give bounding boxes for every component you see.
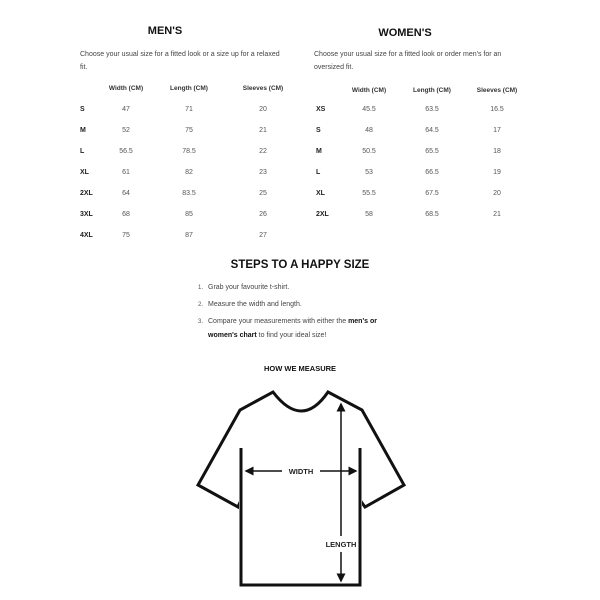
- cell-sleeves: 23: [259, 169, 267, 176]
- cell-length: 64.5: [425, 127, 439, 134]
- size-label: L: [316, 169, 321, 176]
- cell-sleeves: 16.5: [490, 106, 504, 113]
- tshirt-outline: [195, 390, 407, 587]
- how-we-measure-title: HOW WE MEASURE: [263, 364, 337, 373]
- step-item: 3. Compare your measurements with either…: [198, 315, 408, 343]
- steps-list: 1. Grab your favourite t-shirt. 2. Measu…: [198, 281, 408, 343]
- cell-length: 82: [185, 169, 193, 176]
- size-label: M: [316, 148, 322, 155]
- cell-sleeves: 20: [493, 190, 501, 197]
- column-header: Length (CM): [413, 87, 451, 94]
- mens-title: MEN'S: [147, 25, 183, 37]
- step-text: Measure the width and length.: [208, 301, 302, 308]
- cell-width: 75: [122, 232, 130, 239]
- cell-length: 68.5: [425, 211, 439, 218]
- size-label: 4XL: [80, 232, 93, 239]
- step-item: 1. Grab your favourite t-shirt.: [198, 281, 408, 295]
- cell-width: 47: [122, 106, 130, 113]
- cell-length: 66.5: [425, 169, 439, 176]
- size-label: 3XL: [80, 211, 93, 218]
- cell-length: 85: [185, 211, 193, 218]
- size-label: 2XL: [316, 211, 329, 218]
- cell-length: 78.5: [182, 148, 196, 155]
- column-header: Width (CM): [108, 85, 144, 92]
- column-header: Length (CM): [170, 85, 208, 92]
- cell-sleeves: 26: [259, 211, 267, 218]
- womens-title: WOMEN'S: [378, 27, 432, 39]
- cell-width: 53: [365, 169, 373, 176]
- cell-width: 52: [122, 127, 130, 134]
- cell-width: 64: [122, 190, 130, 197]
- width-label: WIDTH: [289, 467, 314, 476]
- size-label: L: [80, 148, 85, 155]
- size-label: S: [316, 127, 321, 134]
- cell-sleeves: 27: [259, 232, 267, 239]
- cell-sleeves: 17: [493, 127, 501, 134]
- step-text: Grab your favourite t-shirt.: [208, 284, 290, 291]
- cell-length: 83.5: [182, 190, 196, 197]
- size-label: 2XL: [80, 190, 93, 197]
- cell-length: 71: [185, 106, 193, 113]
- size-label: S: [80, 106, 85, 113]
- cell-width: 50.5: [362, 148, 376, 155]
- cell-length: 87: [185, 232, 193, 239]
- cell-width: 45.5: [362, 106, 376, 113]
- step-number: 1.: [198, 285, 204, 291]
- column-header: Sleeves (CM): [242, 85, 284, 92]
- step-text-part: to find your ideal size!: [256, 332, 327, 339]
- cell-sleeves: 21: [493, 211, 501, 218]
- cell-sleeves: 18: [493, 148, 501, 155]
- step-item: 2. Measure the width and length.: [198, 298, 408, 312]
- step-number: 2.: [198, 302, 204, 308]
- cell-sleeves: 19: [493, 169, 501, 176]
- cell-length: 65.5: [425, 148, 439, 155]
- column-header: Width (CM): [351, 87, 387, 94]
- length-label: LENGTH: [326, 540, 357, 549]
- womens-description: Choose your usual size for a fitted look…: [314, 51, 502, 71]
- cell-width: 48: [365, 127, 373, 134]
- size-label: M: [80, 127, 86, 134]
- column-header: Sleeves (CM): [476, 87, 518, 94]
- size-label: XL: [316, 190, 325, 197]
- cell-width: 56.5: [119, 148, 133, 155]
- size-label: XL: [80, 169, 89, 176]
- step-text: Compare your measurements with either th…: [208, 315, 408, 343]
- steps-title: STEPS TO A HAPPY SIZE: [230, 259, 370, 271]
- cell-sleeves: 20: [259, 106, 267, 113]
- cell-sleeves: 25: [259, 190, 267, 197]
- cell-length: 75: [185, 127, 193, 134]
- cell-sleeves: 22: [259, 148, 267, 155]
- step-number: 3.: [198, 319, 204, 325]
- step-text-part: Compare your measurements with either th…: [208, 318, 349, 325]
- cell-length: 67.5: [425, 190, 439, 197]
- cell-width: 61: [122, 169, 130, 176]
- cell-sleeves: 21: [259, 127, 267, 134]
- cell-length: 63.5: [425, 106, 439, 113]
- step-text-bold: men's or women's chart: [208, 318, 377, 339]
- cell-width: 68: [122, 211, 130, 218]
- mens-description: Choose your usual size for a fitted look…: [80, 51, 280, 71]
- cell-width: 58: [365, 211, 373, 218]
- size-label: XS: [316, 106, 326, 113]
- cell-width: 55.5: [362, 190, 376, 197]
